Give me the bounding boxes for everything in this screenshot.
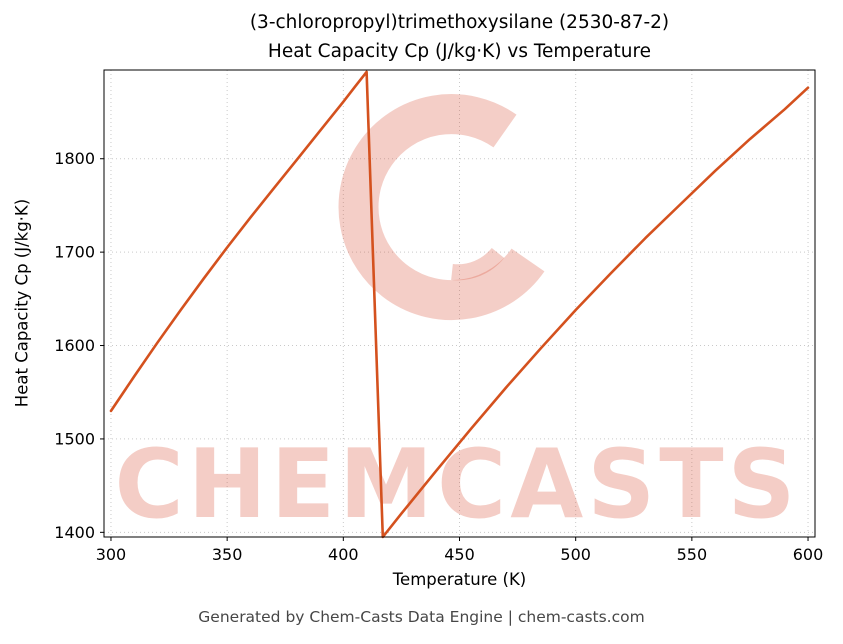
watermark: CHEMCASTS: [115, 94, 796, 540]
y-tick-label: 1400: [54, 523, 95, 542]
footer-credit: Generated by Chem-Casts Data Engine | ch…: [198, 608, 645, 626]
y-axis-label: Heat Capacity Cp (J/kg·K): [12, 198, 32, 408]
y-tick-label: 1500: [54, 429, 95, 448]
watermark-logo-tail-icon: [451, 247, 505, 281]
x-tick-label: 300: [96, 545, 127, 564]
x-tick-label: 550: [677, 545, 708, 564]
y-tick-label: 1600: [54, 336, 95, 355]
chart-title: (3-chloropropyl)trimethoxysilane (2530-8…: [104, 8, 815, 66]
x-tick-label: 450: [444, 545, 475, 564]
x-tick-label: 350: [212, 545, 243, 564]
chart-title-line2: Heat Capacity Cp (J/kg·K) vs Temperature: [267, 41, 652, 62]
y-tick-label: 1800: [54, 149, 95, 168]
x-tick-label: 600: [793, 545, 824, 564]
y-tick-label: 1700: [54, 243, 95, 262]
axis-ticks: 300 350 400 450 500 550 600 1400 1500 1600 1700 180…: [54, 149, 823, 564]
x-tick-label: 500: [560, 545, 591, 564]
x-axis-label: Temperature (K): [392, 570, 527, 589]
x-tick-label: 400: [328, 545, 359, 564]
chart-title-line1: (3-chloropropyl)trimethoxysilane (2530-8…: [249, 12, 670, 33]
watermark-logo-icon: [338, 94, 545, 321]
gridlines: [104, 70, 815, 537]
